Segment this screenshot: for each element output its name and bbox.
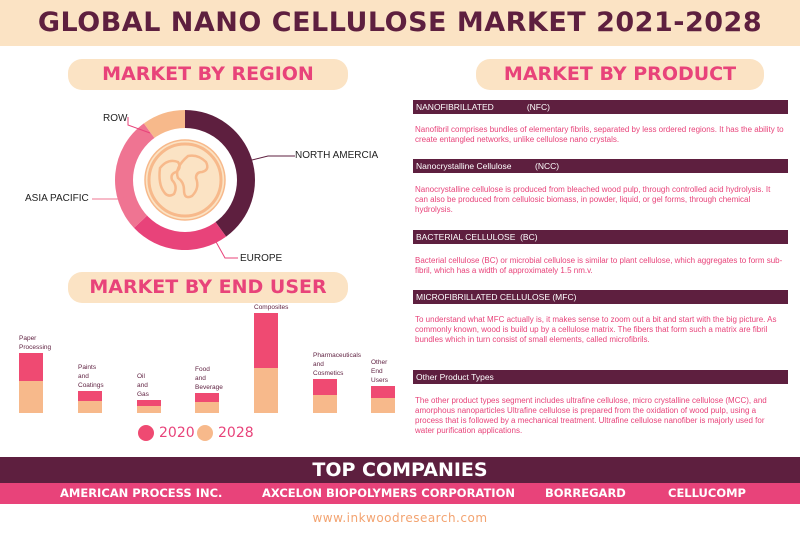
title-bar: GLOBAL NANO CELLULOSE MARKET 2021-2028 [0,0,800,46]
product-text-nfc: Nanofibril comprises bundles of elementa… [415,125,784,144]
bar-2028 [195,402,219,413]
product-text-bc: Bacterial cellulose (BC) or microbial ce… [415,256,783,275]
bar-2028 [313,395,337,413]
section-title-product: MARKET BY PRODUCT [476,59,764,90]
legend-swatch-2020 [138,425,154,441]
region-label-asia-pacific: ASIA PACIFIC [25,193,89,204]
companies-row: AMERICAN PROCESS INC. AXCELON BIOPOLYMER… [0,483,800,504]
category-label: Composites [254,304,289,311]
footer-url[interactable]: www.inkwoodresearch.com [312,511,488,525]
end-user-bar-chart: Paper Processing Paints and Coatings Oil and Ga… [19,304,395,413]
bar-2028 [19,381,43,413]
legend-label-2020: 2020 [159,425,195,441]
top-companies-title: TOP COMPANIES [0,457,800,483]
section-title-region: MARKET BY REGION [68,59,348,90]
bar-2020 [254,313,278,368]
legend-2020: 2020 [138,425,195,441]
region-label-row: ROW [103,113,128,124]
section-title-end-user: MARKET BY END USER [68,272,348,303]
region-label-north-america: NORTH AMERCIA [295,150,379,161]
legend-label-2028: 2028 [218,425,254,441]
category-label: Paints and Coatings [78,364,104,389]
bar-2028 [254,368,278,413]
bar-2020 [371,386,395,398]
bar-2028 [137,406,161,413]
company-name: AMERICAN PROCESS INC. [60,486,223,500]
company-name: AXCELON BIOPOLYMERS CORPORATION [262,486,515,500]
company-name: BORREGARD [545,486,626,500]
product-heading-bc: BACTERIAL CELLULOSE (BC) [413,230,788,244]
bar-2028 [371,398,395,413]
product-text-ncc: Nanocrystalline cellulose is produced fr… [415,185,771,214]
product-heading-nfc: NANOFIBRILLATED (NFC) [413,100,788,114]
bar-2028 [78,401,102,413]
category-label: Oil and Gas [137,373,150,398]
bar-2020 [19,353,43,381]
category-label: Other End Users [371,359,389,384]
legend-2028: 2028 [197,425,254,441]
legend-swatch-2028 [197,425,213,441]
product-heading-mfc: MICROFIBRILLATED CELLULOSE (MFC) [413,290,788,304]
bar-2020 [195,393,219,402]
product-text-mfc: To understand what MFC actually is, it m… [415,315,777,344]
category-label: Pharmaceuticals and Cosmetics [313,352,362,377]
page-title: GLOBAL NANO CELLULOSE MARKET 2021-2028 [37,7,763,38]
product-text-other: The other product types segment includes… [415,396,767,435]
region-label-europe: EUROPE [240,253,283,264]
bar-2020 [137,400,161,406]
bar-2020 [78,391,102,401]
bar-2020 [313,379,337,395]
category-label: Paper Processing [19,335,52,351]
globe-icon [144,139,226,221]
product-heading-other: Other Product Types [413,370,788,384]
region-donut-chart [92,110,295,259]
company-name: CELLUCOMP [668,486,746,500]
category-label: Food and Beverage [195,366,223,391]
product-heading-ncc: Nanocrystalline Cellulose (NCC) [413,159,788,173]
